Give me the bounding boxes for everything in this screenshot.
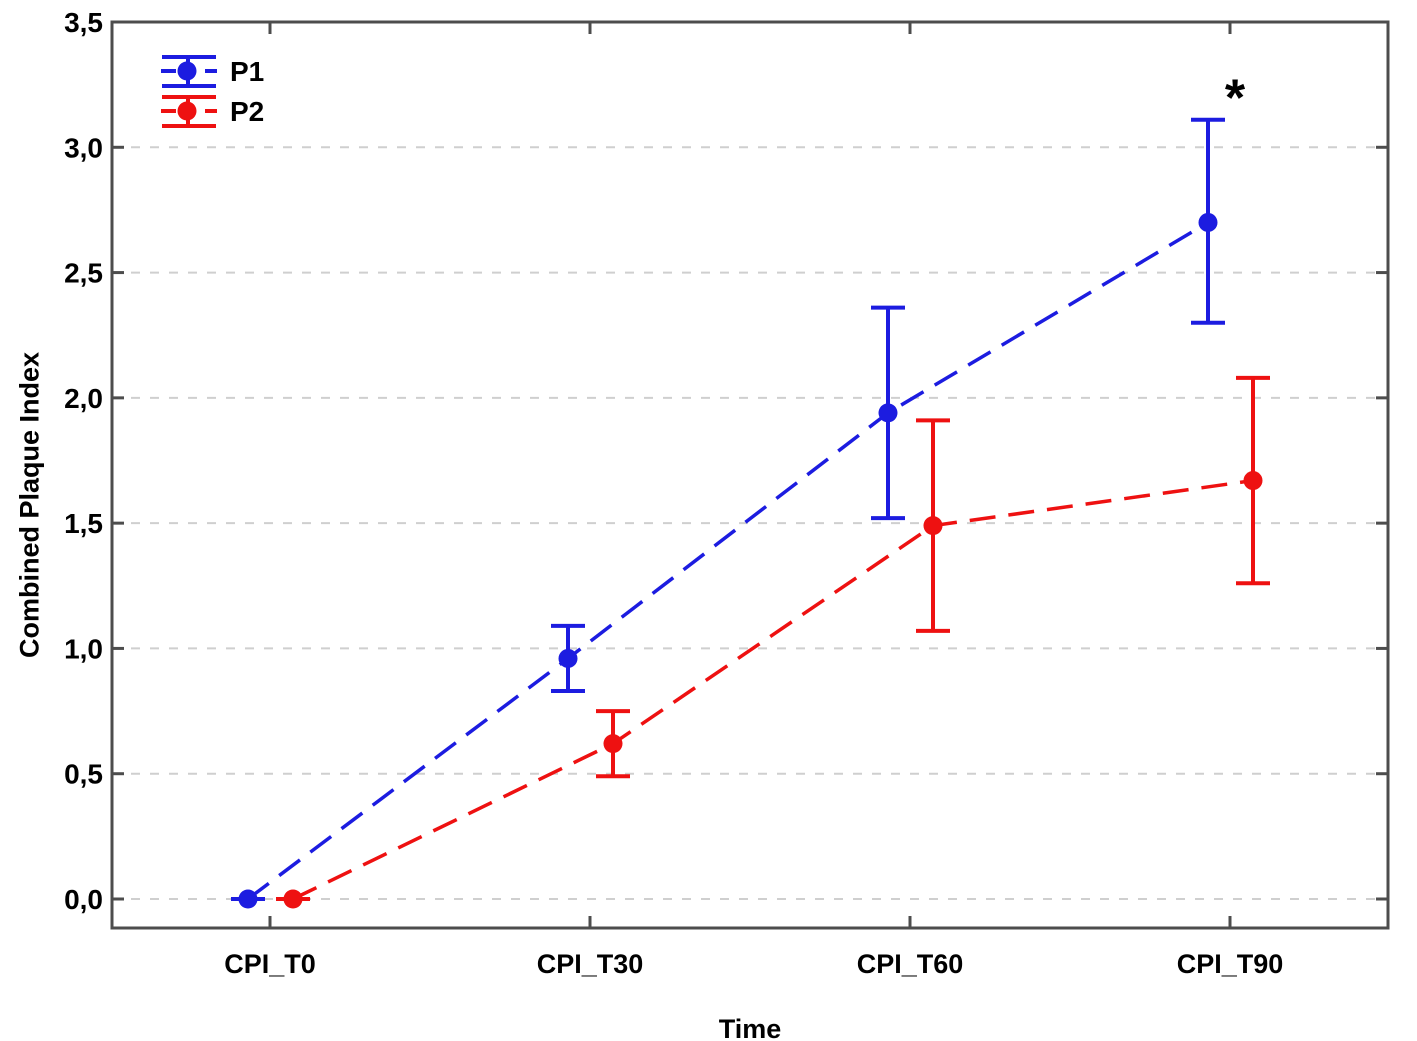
data-point-p1-cpi_t90 <box>1198 212 1218 232</box>
y-tick-label: 3,5 <box>64 7 103 38</box>
y-tick-label: 2,5 <box>64 258 103 289</box>
data-point-p1-cpi_t30 <box>558 648 578 668</box>
series-p2 <box>276 375 1270 909</box>
x-axis-title: Time <box>718 1014 782 1041</box>
y-tick-label: 2,0 <box>64 383 103 414</box>
series-line-p2 <box>292 478 1254 901</box>
data-point-p1-cpi_t0 <box>238 889 258 909</box>
series-p1 <box>231 117 1225 909</box>
legend-marker-p1-error-bar-icon <box>161 55 217 88</box>
y-tick-label: 0,0 <box>64 884 103 915</box>
x-tick-label: CPI_T0 <box>224 949 316 979</box>
axis-ticks <box>112 20 1388 928</box>
x-tick-label: CPI_T90 <box>1177 949 1284 979</box>
legend-marker-p2-error-bar-icon <box>161 95 217 128</box>
legend-label-p2: P2 <box>230 95 265 127</box>
data-point-p2-cpi_t30 <box>603 734 623 754</box>
plot-frame <box>110 20 1390 930</box>
data-point-p1-cpi_t60 <box>878 403 898 423</box>
y-tick-label: 1,5 <box>64 508 103 539</box>
y-tick-label: 0,5 <box>64 759 103 790</box>
y-axis-title: Combined Plaque Index <box>14 351 45 659</box>
data-point-p2-cpi_t90 <box>1243 471 1263 491</box>
legend: P1 P2 <box>161 53 264 130</box>
x-tick-label: CPI_T30 <box>537 949 644 979</box>
legend-item-p1: P1 <box>161 53 264 90</box>
significance-asterisk: * <box>1225 70 1246 128</box>
y-tick-label: 1,0 <box>64 633 103 664</box>
x-tick-label: CPI_T60 <box>857 949 964 979</box>
legend-item-p2: P2 <box>161 93 264 130</box>
y-tick-labels: 0,0 0,5 1,0 1,5 2,0 2,5 3,0 3,5 <box>64 7 103 915</box>
data-point-p2-cpi_t0 <box>283 889 303 909</box>
legend-label-p1: P1 <box>230 55 265 87</box>
x-tick-labels: CPI_T0 CPI_T30 CPI_T60 CPI_T90 <box>224 949 1283 979</box>
y-tick-label: 3,0 <box>64 132 103 163</box>
data-point-p2-cpi_t60 <box>923 516 943 536</box>
gridlines <box>112 146 1388 900</box>
series-line-p1 <box>246 220 1209 901</box>
